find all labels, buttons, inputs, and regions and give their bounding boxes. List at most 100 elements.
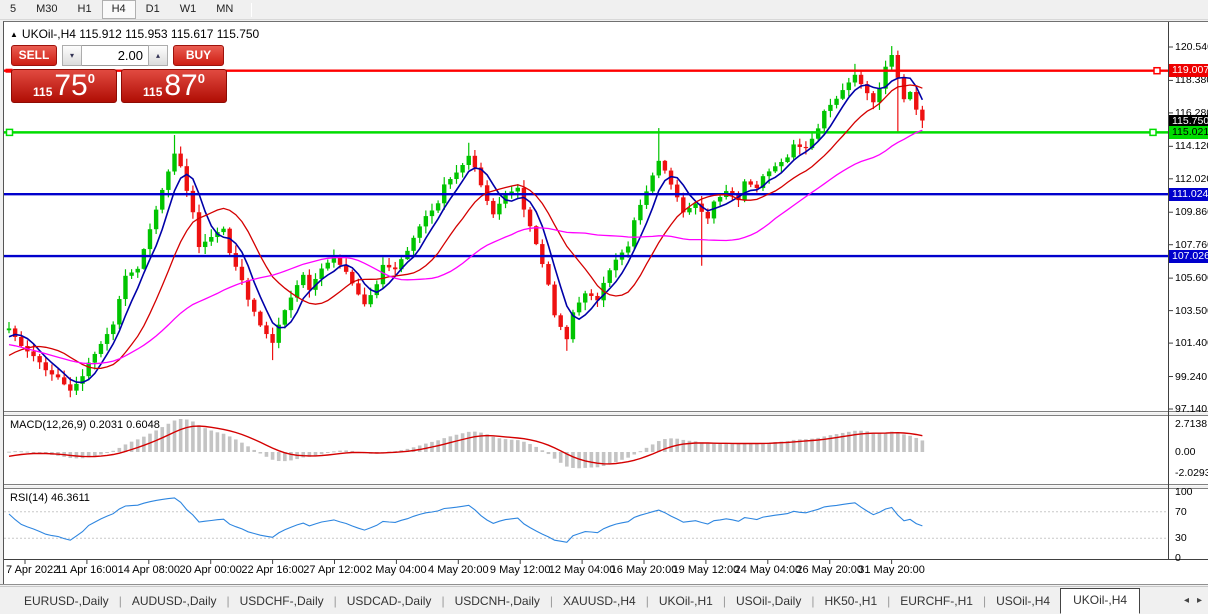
- candle-body: [80, 376, 85, 384]
- candle-body: [834, 98, 839, 105]
- window-bottom-edge: [0, 584, 1208, 586]
- macd-histogram-bar: [80, 452, 85, 459]
- buy-price-display[interactable]: 115 87 0: [121, 69, 227, 103]
- tab-separator: |: [441, 593, 445, 608]
- tab-ukoil-h1[interactable]: UKOil-,H1: [658, 593, 713, 608]
- macd-axis-label: 2.7138: [1175, 418, 1208, 430]
- candle-body: [307, 274, 312, 290]
- candle-body: [337, 256, 343, 265]
- tab-separator: |: [887, 593, 891, 608]
- green-line-handle[interactable]: [1149, 128, 1157, 137]
- macd-histogram-bar: [209, 430, 214, 452]
- tab-usoil-daily[interactable]: USOil-,Daily: [735, 593, 802, 608]
- macd-histogram-bar: [681, 439, 686, 452]
- macd-histogram-bar: [325, 452, 330, 453]
- tab-usoil-h4[interactable]: USOil-,H4: [996, 593, 1051, 608]
- macd-histogram-bar: [706, 443, 710, 452]
- sell-button[interactable]: SELL: [11, 45, 57, 66]
- collapse-triangle-icon[interactable]: ▲: [10, 30, 18, 39]
- tab-audusd-daily[interactable]: AUDUSD-,Daily: [131, 593, 217, 608]
- moving-average-line[interactable]: [8, 84, 923, 370]
- tab-scroll-left-icon[interactable]: ◂: [1183, 595, 1189, 606]
- tab-hk50-h1[interactable]: HK50-,H1: [824, 593, 878, 608]
- timeframe-button-5[interactable]: 5: [10, 3, 17, 15]
- timeframe-button-m30[interactable]: M30: [36, 3, 58, 15]
- candle-body: [558, 315, 563, 327]
- candle-body: [576, 302, 582, 313]
- timeframe-button-w1[interactable]: W1: [179, 3, 197, 15]
- tab-usdchf-daily[interactable]: USDCHF-,Daily: [239, 593, 324, 608]
- tab-scroll-right-icon[interactable]: ▸: [1196, 595, 1202, 606]
- candle-body: [111, 324, 116, 335]
- tab-usdcad-daily[interactable]: USDCAD-,Daily: [346, 593, 432, 608]
- macd-histogram-bar: [270, 452, 275, 460]
- macd-histogram-bar: [479, 432, 483, 452]
- chart-window[interactable]: ▲ UKOil-,H4 115.912 115.953 115.617 115.7…: [3, 21, 1208, 584]
- x-axis-label: 16 May 20:00: [610, 564, 678, 576]
- chart-canvas[interactable]: [4, 22, 1208, 582]
- candle-body: [472, 155, 478, 168]
- x-axis-label: 14 Apr 08:00: [117, 564, 180, 576]
- candle-body: [245, 280, 251, 300]
- macd-histogram-bar: [748, 443, 753, 452]
- candle-body: [644, 191, 649, 205]
- candle-body: [907, 92, 913, 100]
- candle-body: [288, 297, 294, 311]
- red-line-left-anchor[interactable]: [5, 68, 13, 73]
- timeframe-button-h1[interactable]: H1: [77, 3, 92, 15]
- candle-body: [491, 200, 496, 215]
- tab-ukoil-h4[interactable]: UKOil-,H4: [1060, 587, 1141, 614]
- macd-histogram-bar: [19, 451, 24, 453]
- macd-histogram-bar: [871, 432, 876, 452]
- candle-body: [521, 187, 527, 210]
- volume-increase-button[interactable]: ▴: [148, 45, 168, 66]
- timeframe-button-d1[interactable]: D1: [145, 3, 160, 15]
- candle-body: [460, 164, 465, 173]
- macd-histogram-bar: [344, 450, 348, 452]
- timeframe-toolbar: 5 M30 H1 H4 D1 W1 MN: [0, 0, 1208, 20]
- red-line-handle[interactable]: [1153, 66, 1161, 75]
- volume-input[interactable]: [82, 45, 148, 66]
- macd-histogram-bar: [221, 433, 226, 452]
- candle-body: [674, 184, 680, 198]
- macd-histogram-bar: [552, 452, 557, 459]
- macd-histogram-bar: [350, 450, 355, 452]
- candle-body: [104, 334, 110, 344]
- macd-histogram-bar: [847, 431, 851, 452]
- macd-histogram-bar: [859, 430, 863, 452]
- green-line-left-anchor[interactable]: [5, 128, 14, 137]
- macd-histogram-bar: [644, 447, 649, 452]
- x-axis-label: 4 May 20:00: [428, 564, 489, 576]
- candle-body: [497, 203, 502, 215]
- macd-histogram-bar: [485, 434, 489, 452]
- volume-decrease-button[interactable]: ▾: [62, 45, 82, 66]
- timeframe-button-mn[interactable]: MN: [216, 3, 234, 15]
- macd-histogram-bar: [191, 421, 195, 452]
- buy-button[interactable]: BUY: [173, 45, 224, 66]
- tab-eurchf-h1[interactable]: EURCHF-,H1: [900, 593, 973, 608]
- macd-histogram-bar: [117, 447, 122, 452]
- candle-body: [858, 74, 864, 85]
- candle-body: [693, 203, 698, 209]
- moving-average-line[interactable]: [8, 76, 924, 384]
- candle-body: [889, 55, 894, 67]
- candle-body: [117, 299, 122, 325]
- x-axis-label: 26 May 20:00: [796, 564, 864, 576]
- macd-histogram-bar: [693, 441, 698, 452]
- tab-eurusd-daily[interactable]: EURUSD-,Daily: [24, 593, 109, 608]
- tab-xauusd-h4[interactable]: XAUUSD-,H4: [563, 593, 636, 608]
- x-axis-label: 2 May 04:00: [366, 564, 427, 576]
- macd-histogram-bar: [724, 443, 729, 452]
- macd-histogram-bar: [129, 441, 134, 452]
- macd-histogram-bar: [779, 441, 784, 452]
- timeframe-button-h4[interactable]: H4: [101, 0, 136, 19]
- macd-histogram-bar: [565, 452, 569, 467]
- buy-price-big: 87: [164, 69, 198, 102]
- sell-price-display[interactable]: 115 75 0: [11, 69, 117, 103]
- buy-price-prefix: 115: [143, 85, 163, 99]
- tab-usdcnh-daily[interactable]: USDCNH-,Daily: [454, 593, 540, 608]
- candle-body: [55, 374, 61, 378]
- moving-average-line[interactable]: [8, 129, 923, 365]
- candle-body: [705, 211, 711, 219]
- candle-body: [668, 170, 674, 185]
